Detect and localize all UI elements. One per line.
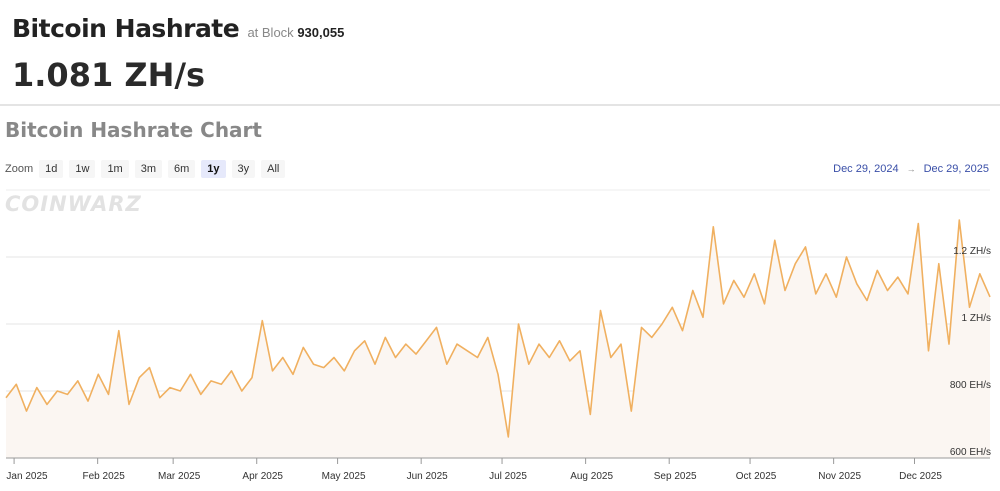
x-tick-label: Feb 2025 — [83, 471, 126, 482]
zoom-button-3m[interactable]: 3m — [134, 160, 162, 178]
coinwarz-logo: COINWARZ — [5, 192, 142, 216]
y-tick-label: 800 EH/s — [950, 380, 991, 391]
x-tick-label: Jul 2025 — [489, 471, 527, 482]
zoom-button-6m[interactable]: 6m — [168, 160, 196, 178]
x-tick-label: Dec 2025 — [899, 471, 942, 482]
arrow-icon: → — [906, 164, 916, 174]
zoom-button-1y[interactable]: 1y — [201, 160, 226, 178]
y-tick-label: 1 ZH/s — [962, 313, 991, 324]
range-to[interactable]: Dec 29, 2025 — [923, 163, 989, 175]
date-range[interactable]: Dec 29, 2024 → Dec 29, 2025 — [833, 163, 989, 175]
x-tick-label: Nov 2025 — [818, 471, 861, 482]
zoom-controls: Zoom 1d 1w 1m 3m 6m 1y 3y All — [5, 160, 286, 178]
zoom-button-3y[interactable]: 3y — [231, 160, 256, 178]
series-line — [5, 219, 991, 438]
y-tick-label: 600 EH/s — [950, 447, 991, 458]
at-block-label: at Block — [247, 25, 294, 40]
page-title: Bitcoin Hashrate at Block 930,055 — [12, 14, 344, 43]
zoom-label: Zoom — [5, 163, 34, 175]
x-tick-label: Apr 2025 — [242, 471, 283, 482]
block-number: 930,055 — [297, 25, 345, 40]
zoom-button-all[interactable]: All — [261, 160, 286, 178]
range-from[interactable]: Dec 29, 2024 — [833, 163, 899, 175]
x-tick-label: Sep 2025 — [654, 471, 697, 482]
block-info: at Block 930,055 — [247, 25, 344, 40]
current-hashrate: 1.081 ZH/s — [12, 56, 206, 94]
divider — [0, 104, 1000, 106]
title-text: Bitcoin Hashrate — [12, 14, 240, 43]
y-tick-label: 1.2 ZH/s — [953, 246, 991, 257]
x-tick-label: Mar 2025 — [158, 471, 201, 482]
x-tick-label: Jun 2025 — [407, 471, 449, 482]
x-tick-label: Aug 2025 — [570, 471, 613, 482]
x-tick-label: Oct 2025 — [736, 471, 777, 482]
area-fill — [6, 220, 990, 458]
zoom-button-1w[interactable]: 1w — [69, 160, 96, 178]
x-tick-label: Jan 2025 — [6, 471, 48, 482]
x-tick-label: May 2025 — [322, 471, 366, 482]
chart-title: Bitcoin Hashrate Chart — [5, 118, 262, 142]
zoom-button-1m[interactable]: 1m — [101, 160, 129, 178]
zoom-button-1d[interactable]: 1d — [39, 160, 64, 178]
